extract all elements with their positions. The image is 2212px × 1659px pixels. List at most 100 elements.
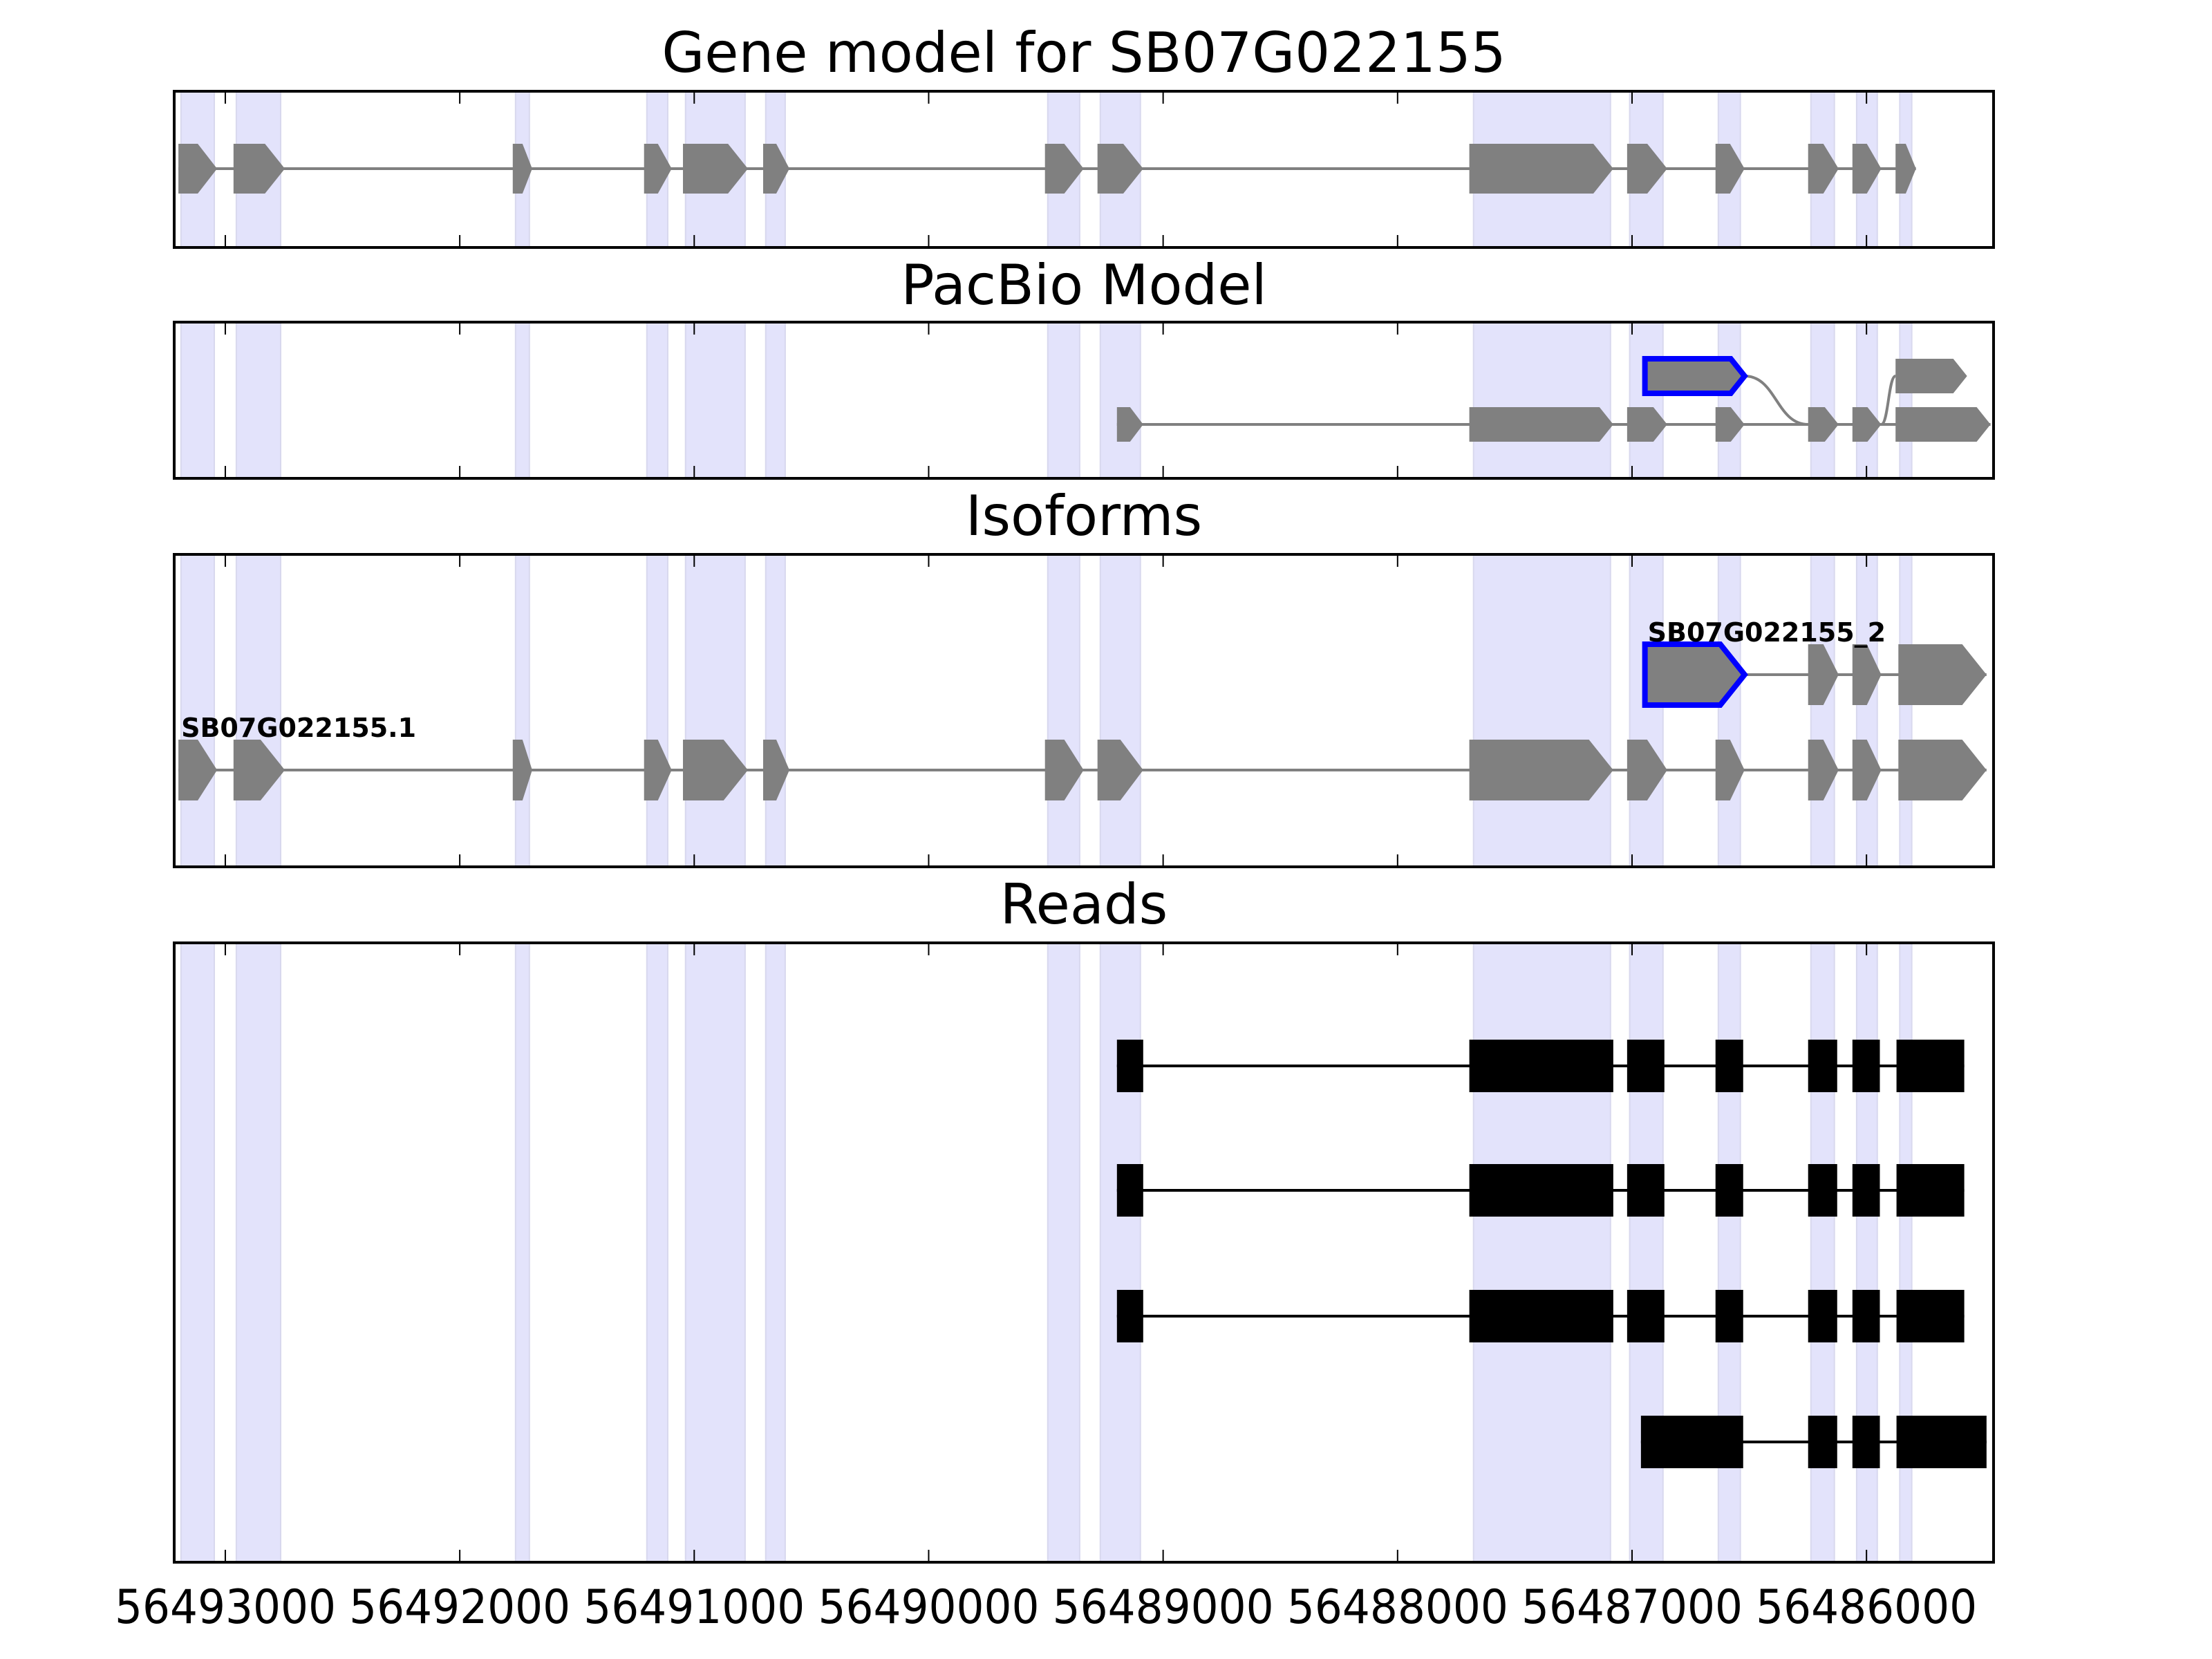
panel-frame (173, 941, 1995, 1564)
read-block (1469, 1164, 1613, 1217)
shaded-exon-region (684, 554, 746, 868)
read-block (1896, 1164, 1965, 1217)
read-block (1808, 1416, 1837, 1468)
exon (1898, 740, 1987, 800)
exon (1715, 144, 1745, 194)
exon (763, 740, 789, 800)
shaded-exon-region (1717, 554, 1741, 868)
read-row (1116, 1290, 1965, 1342)
exon (1627, 144, 1667, 194)
shaded-exon-region (1717, 942, 1741, 1563)
shaded-exon-region (1472, 554, 1611, 868)
panel-title: PacBio Model (901, 253, 1266, 317)
transcript-row (1116, 407, 1991, 442)
exon (1469, 407, 1613, 442)
panel-frame (173, 321, 1995, 480)
shaded-exon-region (1629, 321, 1664, 479)
exon (1715, 407, 1745, 442)
shaded-exon-region (180, 321, 215, 479)
exon (1898, 644, 1987, 705)
transcript-row: SB07G022155_2 (1642, 617, 1987, 708)
read-block (1627, 1164, 1665, 1217)
exon (1895, 407, 1991, 442)
exon (1097, 144, 1143, 194)
shaded-exon-region (1810, 554, 1835, 868)
shaded-exon-region (1899, 942, 1913, 1563)
shaded-exon-region (235, 321, 281, 479)
x-tick-label: 56490000 (818, 1580, 1039, 1635)
exon (1116, 407, 1143, 442)
read-block (1896, 1040, 1965, 1092)
exon (1895, 359, 1967, 393)
splice-junction-curve (1744, 375, 1808, 426)
exon (233, 144, 285, 194)
x-tick-label: 56492000 (349, 1580, 570, 1635)
exon (1469, 144, 1613, 194)
shaded-exon-region (646, 554, 668, 868)
exon (1808, 407, 1839, 442)
exon (1044, 740, 1084, 800)
read-block (1715, 1040, 1743, 1092)
isoform-label: SB07G022155.1 (181, 713, 416, 743)
panel-title: Isoforms (966, 484, 1202, 548)
panel-title: Reads (1000, 872, 1168, 937)
panel-frame (173, 553, 1995, 868)
transcript-row (178, 144, 1916, 194)
exon (1715, 740, 1745, 800)
shaded-exon-region (514, 942, 530, 1563)
exon (512, 144, 532, 194)
shaded-exon-region (1855, 554, 1878, 868)
shaded-exon-region (1099, 942, 1141, 1563)
read-block (1852, 1290, 1880, 1342)
shaded-exon-region (235, 554, 281, 868)
shaded-exon-region (1855, 321, 1878, 479)
shaded-exon-region (765, 321, 786, 479)
exon (233, 740, 285, 800)
shaded-exon-region (1047, 321, 1080, 479)
x-tick-label: 56487000 (1521, 1580, 1743, 1635)
shaded-exon-region (1099, 321, 1141, 479)
read-block (1852, 1416, 1880, 1468)
exon (1852, 407, 1882, 442)
panel-isoforms: Isoforms SB07G022155.1 SB07G022155_2 (173, 484, 1995, 868)
read-block (1469, 1290, 1613, 1342)
x-tick-label: 56486000 (1756, 1580, 1977, 1635)
exon (1044, 144, 1084, 194)
shaded-exon-region (1099, 554, 1141, 868)
x-tick-label: 56491000 (583, 1580, 805, 1635)
highlighted-exon (1642, 641, 1748, 708)
read-block (1116, 1164, 1143, 1217)
x-tick-label: 56488000 (1287, 1580, 1508, 1635)
exon (1627, 407, 1667, 442)
shaded-exon-region (646, 321, 668, 479)
exon (1852, 144, 1882, 194)
isoform-label: SB07G022155_2 (1648, 617, 1886, 648)
shaded-exon-region (180, 942, 215, 1563)
read-row (1640, 1416, 1987, 1468)
panel-frame (173, 90, 1995, 249)
read-block (1116, 1040, 1143, 1092)
shaded-exon-region (1810, 321, 1835, 479)
shaded-exon-region (1472, 321, 1611, 479)
shaded-exon-region (1855, 942, 1878, 1563)
transcript-row: SB07G022155.1 (178, 713, 1987, 800)
exon (178, 144, 218, 194)
exon (512, 740, 532, 800)
read-block (1469, 1040, 1613, 1092)
exon (644, 144, 672, 194)
read-block (1808, 1290, 1837, 1342)
shaded-exon-region (1047, 942, 1080, 1563)
exon (1852, 644, 1882, 705)
shaded-exon-region (1629, 942, 1664, 1563)
shaded-exon-region (1899, 554, 1913, 868)
exon (763, 144, 789, 194)
shaded-exon-region (765, 554, 786, 868)
read-block (1627, 1290, 1665, 1342)
exon (644, 740, 672, 800)
shaded-exon-region (1899, 321, 1913, 479)
panel-reads: Reads (173, 872, 1995, 1564)
read-block (1640, 1416, 1743, 1468)
x-tick-label: 56489000 (1053, 1580, 1274, 1635)
read-block (1715, 1290, 1743, 1342)
